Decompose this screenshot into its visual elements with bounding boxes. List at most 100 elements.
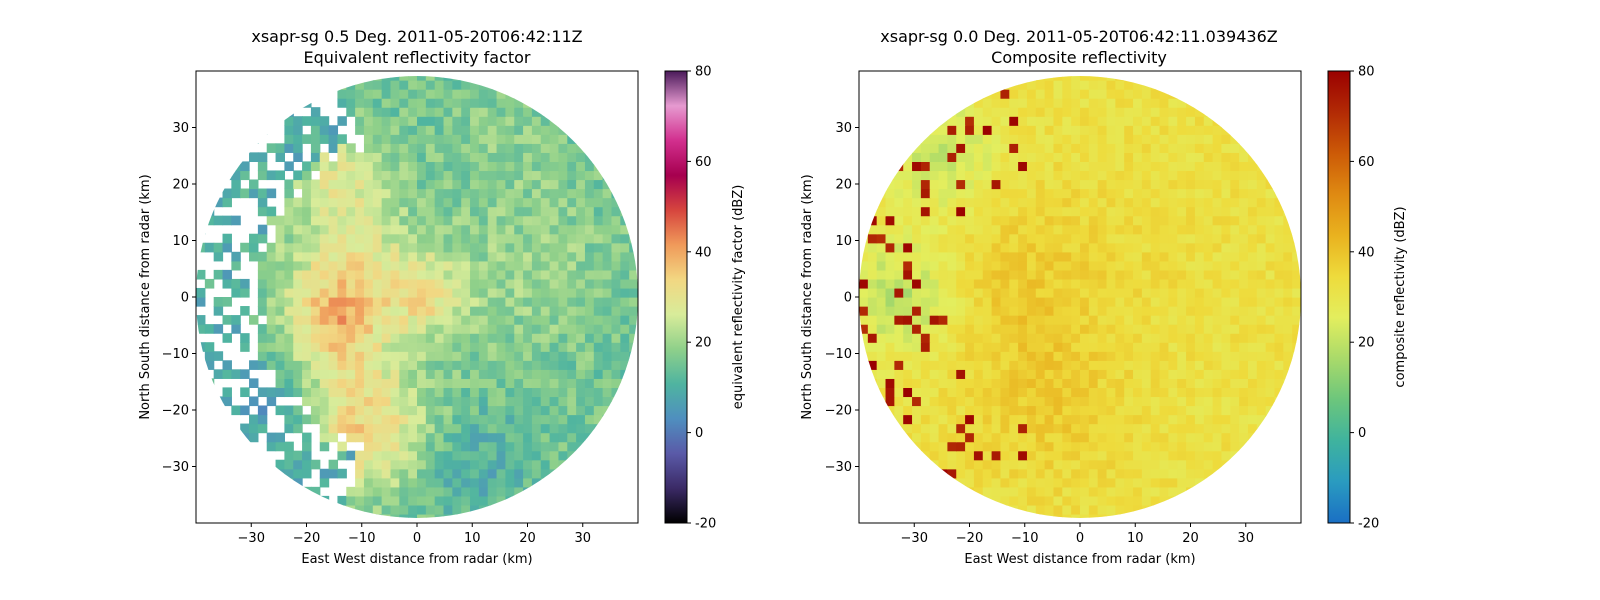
left-radar-cell — [276, 469, 285, 479]
right-radar-cell — [1089, 478, 1098, 488]
left-radar-cell — [399, 252, 408, 262]
right-radar-cell — [1045, 306, 1054, 316]
right-radar-cell — [939, 315, 948, 325]
left-radar-cell — [505, 207, 514, 217]
left-radar-cell — [435, 279, 444, 289]
right-radar-cell — [983, 243, 992, 253]
left-radar-cell — [567, 225, 576, 235]
right-radar-cell — [1230, 451, 1239, 461]
right-radar-cell — [983, 216, 992, 226]
left-radar-cell — [311, 333, 320, 343]
right-radar-cell — [1239, 225, 1248, 235]
right-radar-cell — [1124, 324, 1133, 334]
left-radar-cell — [276, 342, 285, 352]
right-radar-cell — [1204, 342, 1213, 352]
right-radar-cell — [930, 415, 939, 425]
right-y-tick-label: 30 — [835, 121, 852, 136]
right-radar-cell — [1018, 405, 1027, 415]
right-radar-cell — [1045, 297, 1054, 307]
right-radar-cell — [1115, 152, 1124, 162]
left-radar-cell — [452, 134, 461, 144]
left-radar-cell — [576, 143, 585, 153]
left-radar-cell — [417, 514, 426, 524]
left-radar-cell — [355, 369, 364, 379]
left-radar-cell — [620, 378, 629, 388]
right-radar-cell — [1177, 433, 1186, 443]
right-radar-cell — [1115, 460, 1124, 470]
right-radar-cell — [1018, 189, 1027, 199]
left-radar-cell — [541, 107, 550, 117]
right-radar-cell — [903, 369, 912, 379]
left-radar-cell — [293, 351, 302, 361]
left-radar-cell — [523, 116, 532, 126]
right-radar-cell — [1274, 306, 1283, 316]
right-radar-cell — [1036, 179, 1045, 189]
right-radar-cell — [956, 207, 965, 217]
left-radar-cell — [532, 179, 541, 189]
left-radar-cell — [329, 179, 338, 189]
left-radar-cell — [470, 288, 479, 298]
left-radar-cell — [276, 478, 285, 488]
left-radar-cell — [603, 270, 612, 280]
left-radar-cell — [267, 387, 276, 397]
right-radar-cell — [1080, 71, 1089, 81]
left-radar-cell — [488, 451, 497, 461]
right-radar-cell — [1221, 234, 1230, 244]
left-radar-cell — [594, 433, 603, 443]
left-radar-cell — [514, 433, 523, 443]
right-radar-cell — [1098, 360, 1107, 370]
left-radar-cell — [337, 98, 346, 108]
right-radar-cell — [886, 216, 895, 226]
right-radar-cell — [1142, 143, 1151, 153]
right-radar-cell — [939, 396, 948, 406]
right-radar-cell — [1036, 405, 1045, 415]
right-radar-cell — [1151, 270, 1160, 280]
left-radar-cell — [541, 261, 550, 271]
left-radar-cell — [390, 234, 399, 244]
left-radar-cell — [364, 342, 373, 352]
left-radar-cell — [302, 469, 311, 479]
right-radar-cell — [1133, 71, 1142, 81]
left-radar-cell — [329, 234, 338, 244]
left-radar-cell — [497, 116, 506, 126]
right-radar-cell — [1195, 279, 1204, 289]
right-radar-cell — [1036, 134, 1045, 144]
left-radar-cell — [497, 134, 506, 144]
right-radar-cell — [1186, 451, 1195, 461]
left-radar-cell — [311, 270, 320, 280]
right-radar-cell — [992, 424, 1001, 434]
left-radar-cell — [373, 487, 382, 497]
left-radar-cell — [373, 433, 382, 443]
left-radar-cell — [488, 505, 497, 515]
left-radar-cell — [417, 179, 426, 189]
right-radar-cell — [1133, 442, 1142, 452]
left-radar-cell — [408, 496, 417, 506]
left-radar-cell — [249, 189, 258, 199]
right-radar-cell — [1204, 179, 1213, 189]
left-radar-cell — [346, 152, 355, 162]
left-radar-cell — [488, 387, 497, 397]
right-radar-cell — [1000, 98, 1009, 108]
right-radar-cell — [1151, 225, 1160, 235]
right-radar-cell — [1177, 387, 1186, 397]
left-radar-cell — [514, 405, 523, 415]
right-radar-cell — [1177, 152, 1186, 162]
left-radar-cell — [470, 387, 479, 397]
right-radar-cell — [1248, 324, 1257, 334]
left-radar-cell — [417, 487, 426, 497]
right-radar-cell — [947, 270, 956, 280]
left-radar-cell — [461, 424, 470, 434]
left-radar-cell — [355, 80, 364, 90]
right-radar-cell — [894, 369, 903, 379]
left-radar-cell — [346, 243, 355, 253]
right-radar-cell — [903, 207, 912, 217]
left-radar-cell — [452, 189, 461, 199]
right-radar-cell — [1168, 378, 1177, 388]
left-radar-cell — [550, 279, 559, 289]
left-radar-cell — [390, 198, 399, 208]
right-radar-cell — [930, 297, 939, 307]
right-radar-cell — [1168, 324, 1177, 334]
left-radar-cell — [364, 487, 373, 497]
right-radar-cell — [1027, 189, 1036, 199]
left-radar-cell — [196, 243, 205, 253]
